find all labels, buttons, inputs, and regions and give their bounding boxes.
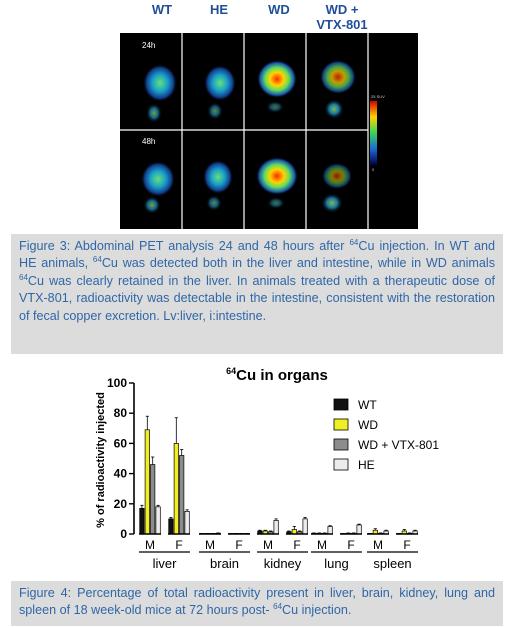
- bar-wd-vtx-801-liver-M: [150, 464, 156, 535]
- chart-title-sup: 64: [226, 366, 236, 376]
- x-tick-label-organ: liver: [153, 556, 178, 571]
- x-tick-label-sex: M: [373, 538, 383, 552]
- x-tick-label-sex: F: [403, 538, 410, 552]
- figure4-caption: Figure 4: Percentage of total radioactiv…: [11, 581, 503, 626]
- legend-label: WD: [358, 418, 378, 432]
- bar-wd-vtx-801-liver-F: [179, 455, 185, 535]
- y-tick-label: 20: [114, 497, 128, 511]
- figure3-caption: Figure 3: Abdominal PET analysis 24 and …: [11, 234, 503, 354]
- bar-he-kidney-F: [302, 518, 308, 535]
- legend-swatch-wt: [333, 398, 349, 411]
- y-tick-label: 80: [114, 406, 128, 420]
- legend-swatch-wd-vtx-801: [333, 438, 349, 451]
- x-tick-label-sex: M: [145, 538, 155, 552]
- bar-he-liver-F: [184, 511, 190, 535]
- pet-column-head-wd: WD: [268, 2, 290, 17]
- pet-image-panel: 24h 48h 25 SUV 0: [120, 33, 418, 229]
- bar-he-lung-F: [356, 524, 362, 535]
- figure3-caption-sup: 64: [19, 272, 28, 282]
- bar-he-liver-M: [155, 506, 161, 535]
- legend-label: WD + VTX-801: [358, 438, 439, 452]
- figure3-caption-sup: 64: [92, 255, 102, 265]
- legend-swatch-he: [333, 458, 349, 471]
- pet-column-head-he: HE: [209, 2, 229, 17]
- organ-radioactivity-chart: 64Cu in organs % of radioactivity inject…: [95, 366, 439, 571]
- figure3-caption-text: Cu injection. In WT and HE animals,: [19, 239, 496, 271]
- pet-color-scale: [370, 101, 377, 165]
- legend-label: HE: [358, 458, 375, 472]
- pet-scale-min-label: 0: [372, 167, 375, 172]
- legend-label: WT: [358, 398, 377, 412]
- chart-y-axis-label: % of radioactivity injected: [95, 392, 107, 528]
- figure3-caption-text: Figure 3: Abdominal PET analysis 24 and …: [19, 239, 350, 253]
- bar-wd-liver-F: [173, 443, 179, 535]
- x-tick-label-sex: F: [235, 538, 242, 552]
- pet-row-label-24h: 24h: [142, 41, 156, 50]
- chart-title: Cu in organs: [236, 367, 328, 384]
- y-tick-label: 60: [114, 436, 128, 450]
- figure4-caption-text: Figure 4: Percentage of total radioactiv…: [19, 586, 495, 618]
- bar-he-lung-M: [327, 526, 333, 535]
- figure3-caption-sup: 64: [349, 237, 359, 247]
- x-tick-label-organ: brain: [210, 556, 239, 571]
- y-tick-label: 40: [114, 467, 128, 481]
- pet-column-head-wt: WT: [151, 2, 173, 17]
- x-tick-label-organ: lung: [324, 556, 349, 571]
- x-tick-label-sex: F: [347, 538, 354, 552]
- y-tick-label: 100: [107, 376, 127, 390]
- figure4-caption-text: Cu injection.: [282, 603, 352, 618]
- x-tick-label-sex: M: [263, 538, 273, 552]
- svg-text:64Cu in organs: 64Cu in organs: [226, 366, 328, 384]
- x-tick-label-organ: spleen: [373, 556, 411, 571]
- figure3-caption-text: Cu was clearly retained in the liver. In…: [19, 273, 495, 323]
- bar-wt-liver-F: [168, 518, 174, 535]
- pet-column-head-wd-vtx: WD + VTX-801: [316, 2, 368, 32]
- figure3-caption-text: Cu was detected both in the liver and in…: [101, 256, 495, 271]
- legend-swatch-wd: [333, 418, 349, 431]
- x-tick-label-organ: kidney: [264, 556, 302, 571]
- bar-wt-liver-M: [139, 507, 145, 535]
- bar-wd-liver-M: [144, 429, 150, 535]
- pet-row-label-48h: 48h: [142, 137, 156, 146]
- x-tick-label-sex: F: [175, 538, 182, 552]
- x-tick-label-sex: F: [293, 538, 300, 552]
- figure4-caption-sup: 64: [273, 602, 283, 612]
- x-tick-label-sex: M: [317, 538, 327, 552]
- x-tick-label-sex: M: [205, 538, 215, 552]
- pet-scans: [120, 33, 377, 229]
- y-tick-label: 0: [120, 527, 127, 541]
- bar-he-kidney-M: [273, 520, 279, 535]
- pet-scale-max-label: 25 SUV: [371, 94, 385, 99]
